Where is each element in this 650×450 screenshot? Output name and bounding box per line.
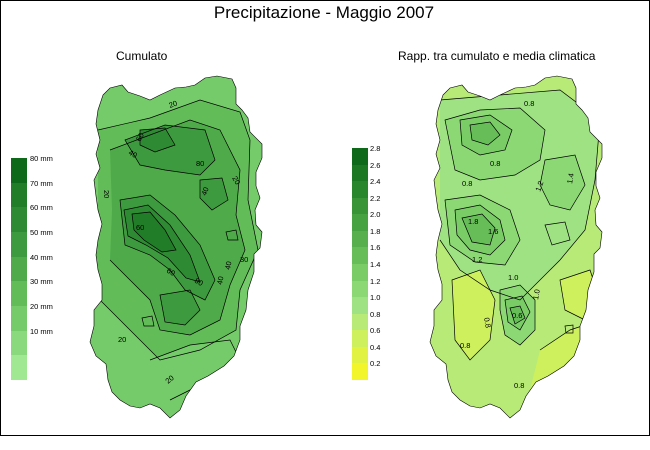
contour-label: 40 [199, 186, 210, 197]
contour-label: 0.8 [462, 179, 472, 188]
contour-label: 0.8 [460, 341, 470, 350]
right-legend-swatch [352, 230, 368, 248]
right-legend-swatch [352, 264, 368, 282]
right-legend-label: 0.8 [370, 309, 381, 319]
left-legend-swatch [11, 306, 27, 332]
contour-label: 0.6 [512, 311, 522, 320]
left-legend-label: 10 mm [30, 326, 53, 336]
main-title: Precipitazione - Maggio 2007 [213, 3, 435, 22]
right-legend-swatch [352, 247, 368, 265]
contour-label: 80 [196, 159, 204, 168]
right-legend-label: 1.0 [370, 293, 381, 303]
contour-label: 30 [240, 255, 248, 264]
contour-label: 0.8 [524, 99, 534, 108]
left-legend-swatch [11, 182, 27, 208]
left-panel-title: Cumulato [116, 49, 168, 63]
left-legend-label: 30 mm [30, 277, 53, 287]
left-legend-swatch [11, 330, 27, 356]
right-map-fill [430, 76, 602, 418]
right-legend: 2.8 2.6 2.4 2.2 2.0 1.8 1.6 1.4 1.2 1.0 0.8 0.6 0.4 0… [352, 144, 412, 381]
contour-label: 60 [165, 266, 177, 278]
right-legend-label: 1.4 [370, 260, 381, 269]
right-legend-label: 2.8 [370, 144, 381, 153]
left-map-fill [90, 76, 262, 418]
contour-label: 1.8 [468, 217, 478, 226]
left-legend-label: 50 mm [30, 228, 53, 237]
contour-label: 40 [223, 261, 233, 271]
contour-label: 1.6 [488, 227, 498, 236]
right-legend-label: 0.6 [370, 326, 381, 336]
contour-label: 60 [134, 131, 146, 143]
contour-label: 20 [102, 190, 111, 198]
contour-label: 1.2 [472, 255, 482, 264]
contour-label: 40 [215, 276, 225, 286]
left-legend-swatch [11, 158, 27, 184]
right-legend-label: 2.0 [370, 210, 381, 220]
left-legend-label: 40 mm [30, 252, 53, 262]
right-legend-label: 2.6 [370, 160, 381, 170]
left-legend-swatch [11, 281, 27, 307]
contour-label: 1.2 [533, 180, 545, 193]
right-panel-title: Rapp. tra cumulato e media climatica [398, 49, 596, 63]
right-legend-label: 1.2 [370, 276, 381, 286]
contour-label: 20 [168, 99, 179, 110]
contour-label: 20 [230, 175, 242, 187]
contour-label: 20 [118, 335, 126, 344]
right-legend-swatch [352, 181, 368, 199]
left-legend-swatch [11, 232, 27, 258]
right-legend-swatch [352, 164, 368, 182]
contour-label: 1.0 [531, 289, 542, 301]
left-legend-label: 70 mm [30, 178, 53, 188]
contour-label: 0.8 [514, 381, 524, 390]
contour-label: 0.8 [490, 159, 500, 168]
left-legend-swatch [11, 256, 27, 282]
contour-label: 1.0 [508, 273, 518, 282]
left-legend-label: 20 mm [30, 302, 53, 311]
contour-label: 80 [193, 276, 205, 288]
contour-label: 1.4 [565, 173, 576, 185]
left-legend-swatch [11, 207, 27, 233]
left-legend-label: 60 mm [30, 203, 53, 213]
right-legend-swatch [352, 280, 368, 298]
left-legend-label: 80 mm [30, 154, 53, 163]
left-legend: 80 mm 70 mm 60 mm 50 mm 40 mm 30 mm 20 mm 10 mm [11, 154, 71, 381]
contour-label: 40 [127, 148, 139, 160]
left-legend-swatch [11, 355, 27, 381]
right-legend-label: 0.2 [370, 359, 381, 369]
right-legend-swatch [352, 313, 368, 331]
contour-label: 0.8 [482, 317, 493, 329]
right-legend-label: 0.4 [370, 342, 381, 352]
right-legend-label: 1.8 [370, 226, 381, 236]
right-legend-label: 1.6 [370, 243, 381, 253]
right-legend-label: 2.2 [370, 193, 381, 203]
right-legend-swatch [352, 363, 368, 381]
right-contour-labels: 0.8 1.8 0.8 1.2 1.0 0.8 1.6 1.2 1.0 1.4 0.8 0.6 0.8 0… [460, 99, 576, 390]
right-legend-label: 2.4 [370, 177, 381, 187]
right-legend-swatch [352, 346, 368, 364]
right-legend-swatch [352, 148, 368, 166]
right-legend-swatch [352, 330, 368, 348]
right-legend-swatch [352, 297, 368, 315]
right-map: 0.8 1.8 0.8 1.2 1.0 0.8 1.6 1.2 1.0 1.4 0.8 0.6 0.8 0… [429, 75, 603, 419]
right-legend-swatch [352, 197, 368, 215]
contour-label: 60 [136, 223, 144, 232]
right-legend-swatch [352, 214, 368, 232]
